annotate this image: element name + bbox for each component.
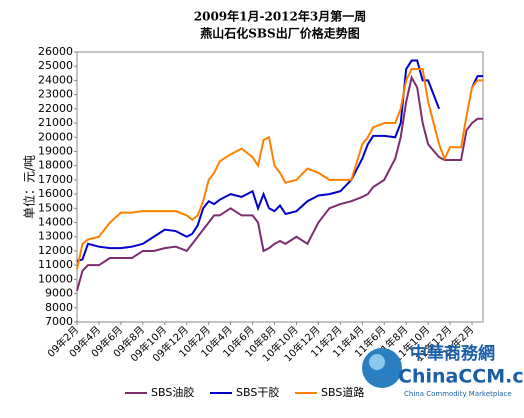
y-tick-label: 17000 bbox=[38, 173, 73, 186]
logo-tagline: China Commodity Marketplace bbox=[404, 390, 512, 398]
y-tick-label: 12000 bbox=[38, 244, 73, 257]
y-tick-label: 18000 bbox=[38, 159, 73, 172]
y-axis-label: 单位：元/吨 bbox=[22, 155, 37, 219]
y-tick-label: 8000 bbox=[45, 301, 73, 314]
series-line bbox=[76, 68, 483, 270]
y-tick-label: 23000 bbox=[38, 88, 73, 101]
y-tick-label: 14000 bbox=[38, 216, 73, 229]
plot-area bbox=[76, 51, 484, 323]
y-tick-label: 24000 bbox=[38, 73, 73, 86]
y-tick-label: 26000 bbox=[38, 45, 73, 58]
legend-label: SBS油胶 bbox=[151, 385, 194, 399]
y-tick-label: 25000 bbox=[38, 59, 73, 72]
logo-highlight bbox=[369, 354, 385, 370]
logo-name: 中華商務網 bbox=[410, 343, 495, 364]
chart-title: 2009年1月-2012年3月第一周 bbox=[194, 9, 366, 24]
y-tick-label: 13000 bbox=[38, 230, 73, 243]
y-tick-label: 20000 bbox=[38, 130, 73, 143]
y-tick-label: 19000 bbox=[38, 144, 73, 157]
y-tick-label: 21000 bbox=[38, 116, 73, 129]
y-tick-label: 16000 bbox=[38, 187, 73, 200]
logo-site: ChinaCCM.com bbox=[398, 366, 524, 388]
legend-label: SBS道路 bbox=[321, 385, 364, 399]
y-tick-label: 15000 bbox=[38, 201, 73, 214]
y-tick-label: 22000 bbox=[38, 102, 73, 115]
y-tick-label: 11000 bbox=[38, 258, 73, 271]
logo: 中華商務網 ChinaCCM.com China Commodity Marke… bbox=[362, 343, 524, 398]
legend-label: SBS干胶 bbox=[236, 385, 279, 399]
y-tick-label: 7000 bbox=[45, 315, 73, 328]
series-line bbox=[76, 74, 483, 292]
y-tick-label: 9000 bbox=[45, 287, 73, 300]
chart-subtitle: 燕山石化SBS出厂价格走势图 bbox=[200, 26, 359, 41]
y-tick-label: 10000 bbox=[38, 272, 73, 285]
